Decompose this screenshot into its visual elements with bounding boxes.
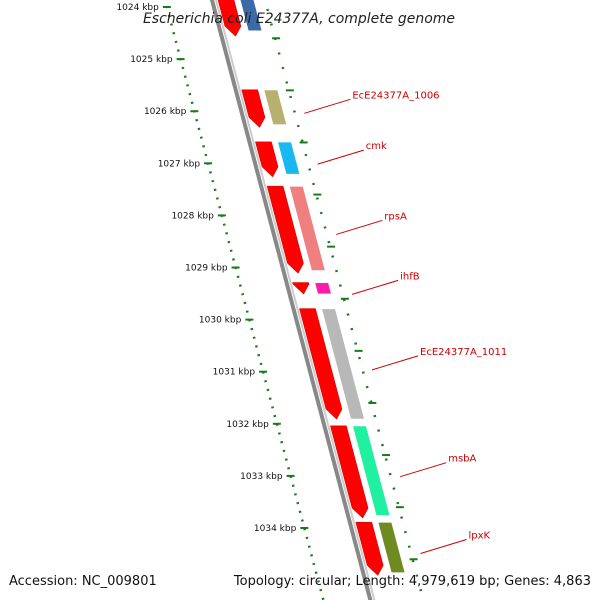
label-leader	[351, 279, 399, 295]
kbp-label: 1031 kbp	[213, 368, 256, 378]
kbp-label: 1032 kbp	[226, 420, 269, 430]
gene-block	[288, 185, 327, 272]
label-leader	[371, 355, 419, 371]
cds-arrow	[255, 141, 279, 178]
cds-arrow	[299, 308, 343, 420]
kbp-label: 1030 kbp	[199, 316, 242, 326]
gene-label: cmk	[366, 141, 387, 152]
kbp-label: 1025 kbp	[130, 55, 173, 65]
label-leader	[336, 219, 383, 235]
genome-summary: Topology: circular; Length: 4,979,619 bp…	[233, 574, 591, 589]
accession-text: Accession: NC_009801	[9, 574, 157, 589]
kbp-label: 1024 kbp	[116, 3, 159, 13]
map-title: Escherichia coli E24377A, complete genom…	[143, 11, 455, 27]
gene-label: EcE24377A_1006	[352, 90, 439, 101]
backbone	[209, 0, 376, 600]
kbp-label: 1029 kbp	[185, 264, 228, 274]
gene-block	[239, 0, 263, 32]
label-leader	[420, 539, 467, 555]
cds-arrow	[241, 89, 266, 128]
backbone-line	[209, 0, 373, 600]
backbone-shadow	[214, 0, 376, 600]
gene-block	[313, 282, 333, 295]
kbp-label: 1033 kbp	[240, 472, 283, 482]
gene-block	[377, 521, 406, 574]
cds-arrow	[217, 0, 242, 37]
kbp-label: 1028 kbp	[171, 211, 214, 221]
gene-block	[351, 425, 391, 517]
gene-label: EcE24377A_1011	[420, 347, 507, 358]
label-leader	[304, 98, 351, 114]
kbp-label: 1034 kbp	[254, 524, 297, 534]
cds-arrow	[355, 521, 384, 576]
gene-label: ihfB	[400, 271, 420, 282]
gene-label: msbA	[448, 454, 476, 465]
gene-block	[263, 89, 288, 126]
cds-arrow	[292, 282, 310, 295]
cds-track	[217, 0, 384, 576]
kbp-ruler: 1024 kbp 1025 kbp 1026 kbp 1027 kbp 1028 kbp…	[116, 0, 425, 600]
kbp-label: 1027 kbp	[158, 159, 201, 169]
kbp-label: 1026 kbp	[144, 107, 187, 117]
gene-track	[239, 0, 406, 574]
guide-dots	[263, 0, 425, 600]
gene-label: rpsA	[384, 211, 407, 222]
label-leader	[400, 462, 447, 478]
label-leader	[317, 149, 364, 165]
gene-label: lpxK	[468, 531, 490, 542]
gene-block	[320, 308, 366, 420]
cds-arrow	[266, 185, 304, 274]
cds-arrow	[330, 425, 369, 519]
gene-block	[276, 141, 301, 175]
